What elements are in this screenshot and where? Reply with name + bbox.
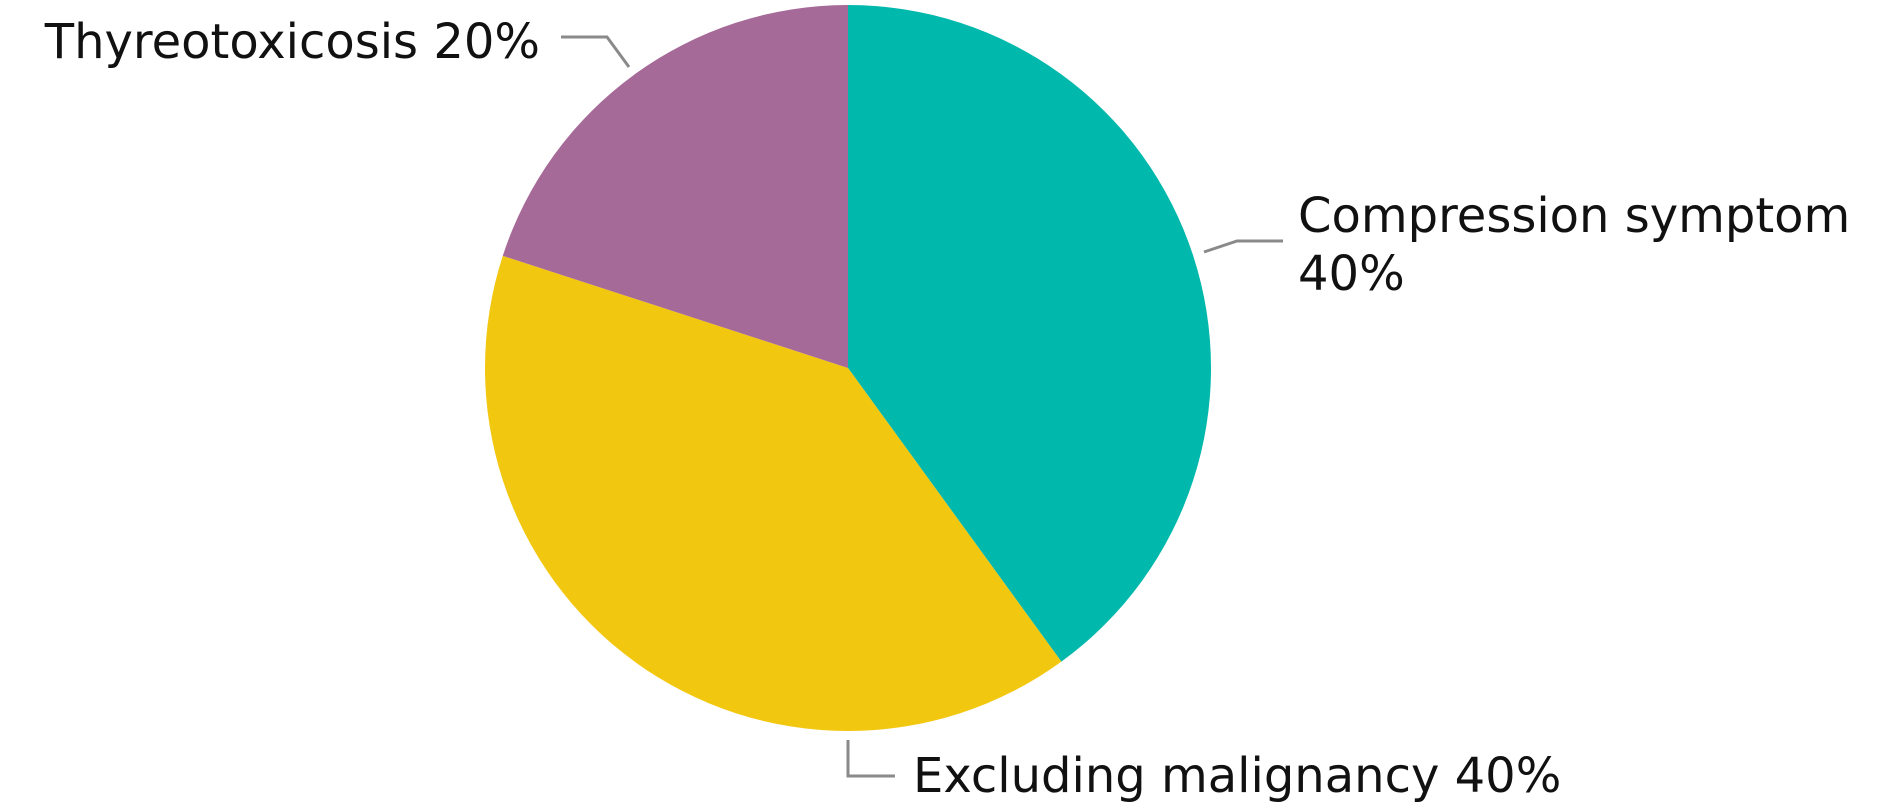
leader-line-thyreotoxicosis <box>561 35 631 68</box>
slice-label-excluding-malignancy-name: Excluding malignancy <box>913 748 1455 804</box>
pie-slice-compression-symptom <box>848 5 1212 662</box>
slice-label-compression-symptom-value: 40% <box>1298 246 1405 302</box>
pie-slice-excluding-malignancy <box>484 255 1062 732</box>
pie-slice-thyreotoxicosis <box>502 5 848 368</box>
slice-label-compression-symptom-name: Compression symptom <box>1298 188 1850 244</box>
leader-line-excluding-malignancy <box>846 740 895 778</box>
slice-label-thyreotoxicosis: Thyreotoxicosis 20% <box>44 14 540 70</box>
slice-label-excluding-malignancy: Excluding malignancy 40% <box>913 748 1561 804</box>
slice-label-excluding-malignancy-value: 40% <box>1455 748 1562 804</box>
pie-slices <box>484 5 1212 732</box>
slice-label-compression-symptom: Compression symptom 40% <box>1298 188 1866 302</box>
leader-line-compression-symptom <box>1203 239 1283 254</box>
leader-lines <box>561 35 1283 778</box>
slice-label-thyreotoxicosis-name: Thyreotoxicosis <box>44 14 434 70</box>
slice-label-thyreotoxicosis-value: 20% <box>433 14 540 70</box>
